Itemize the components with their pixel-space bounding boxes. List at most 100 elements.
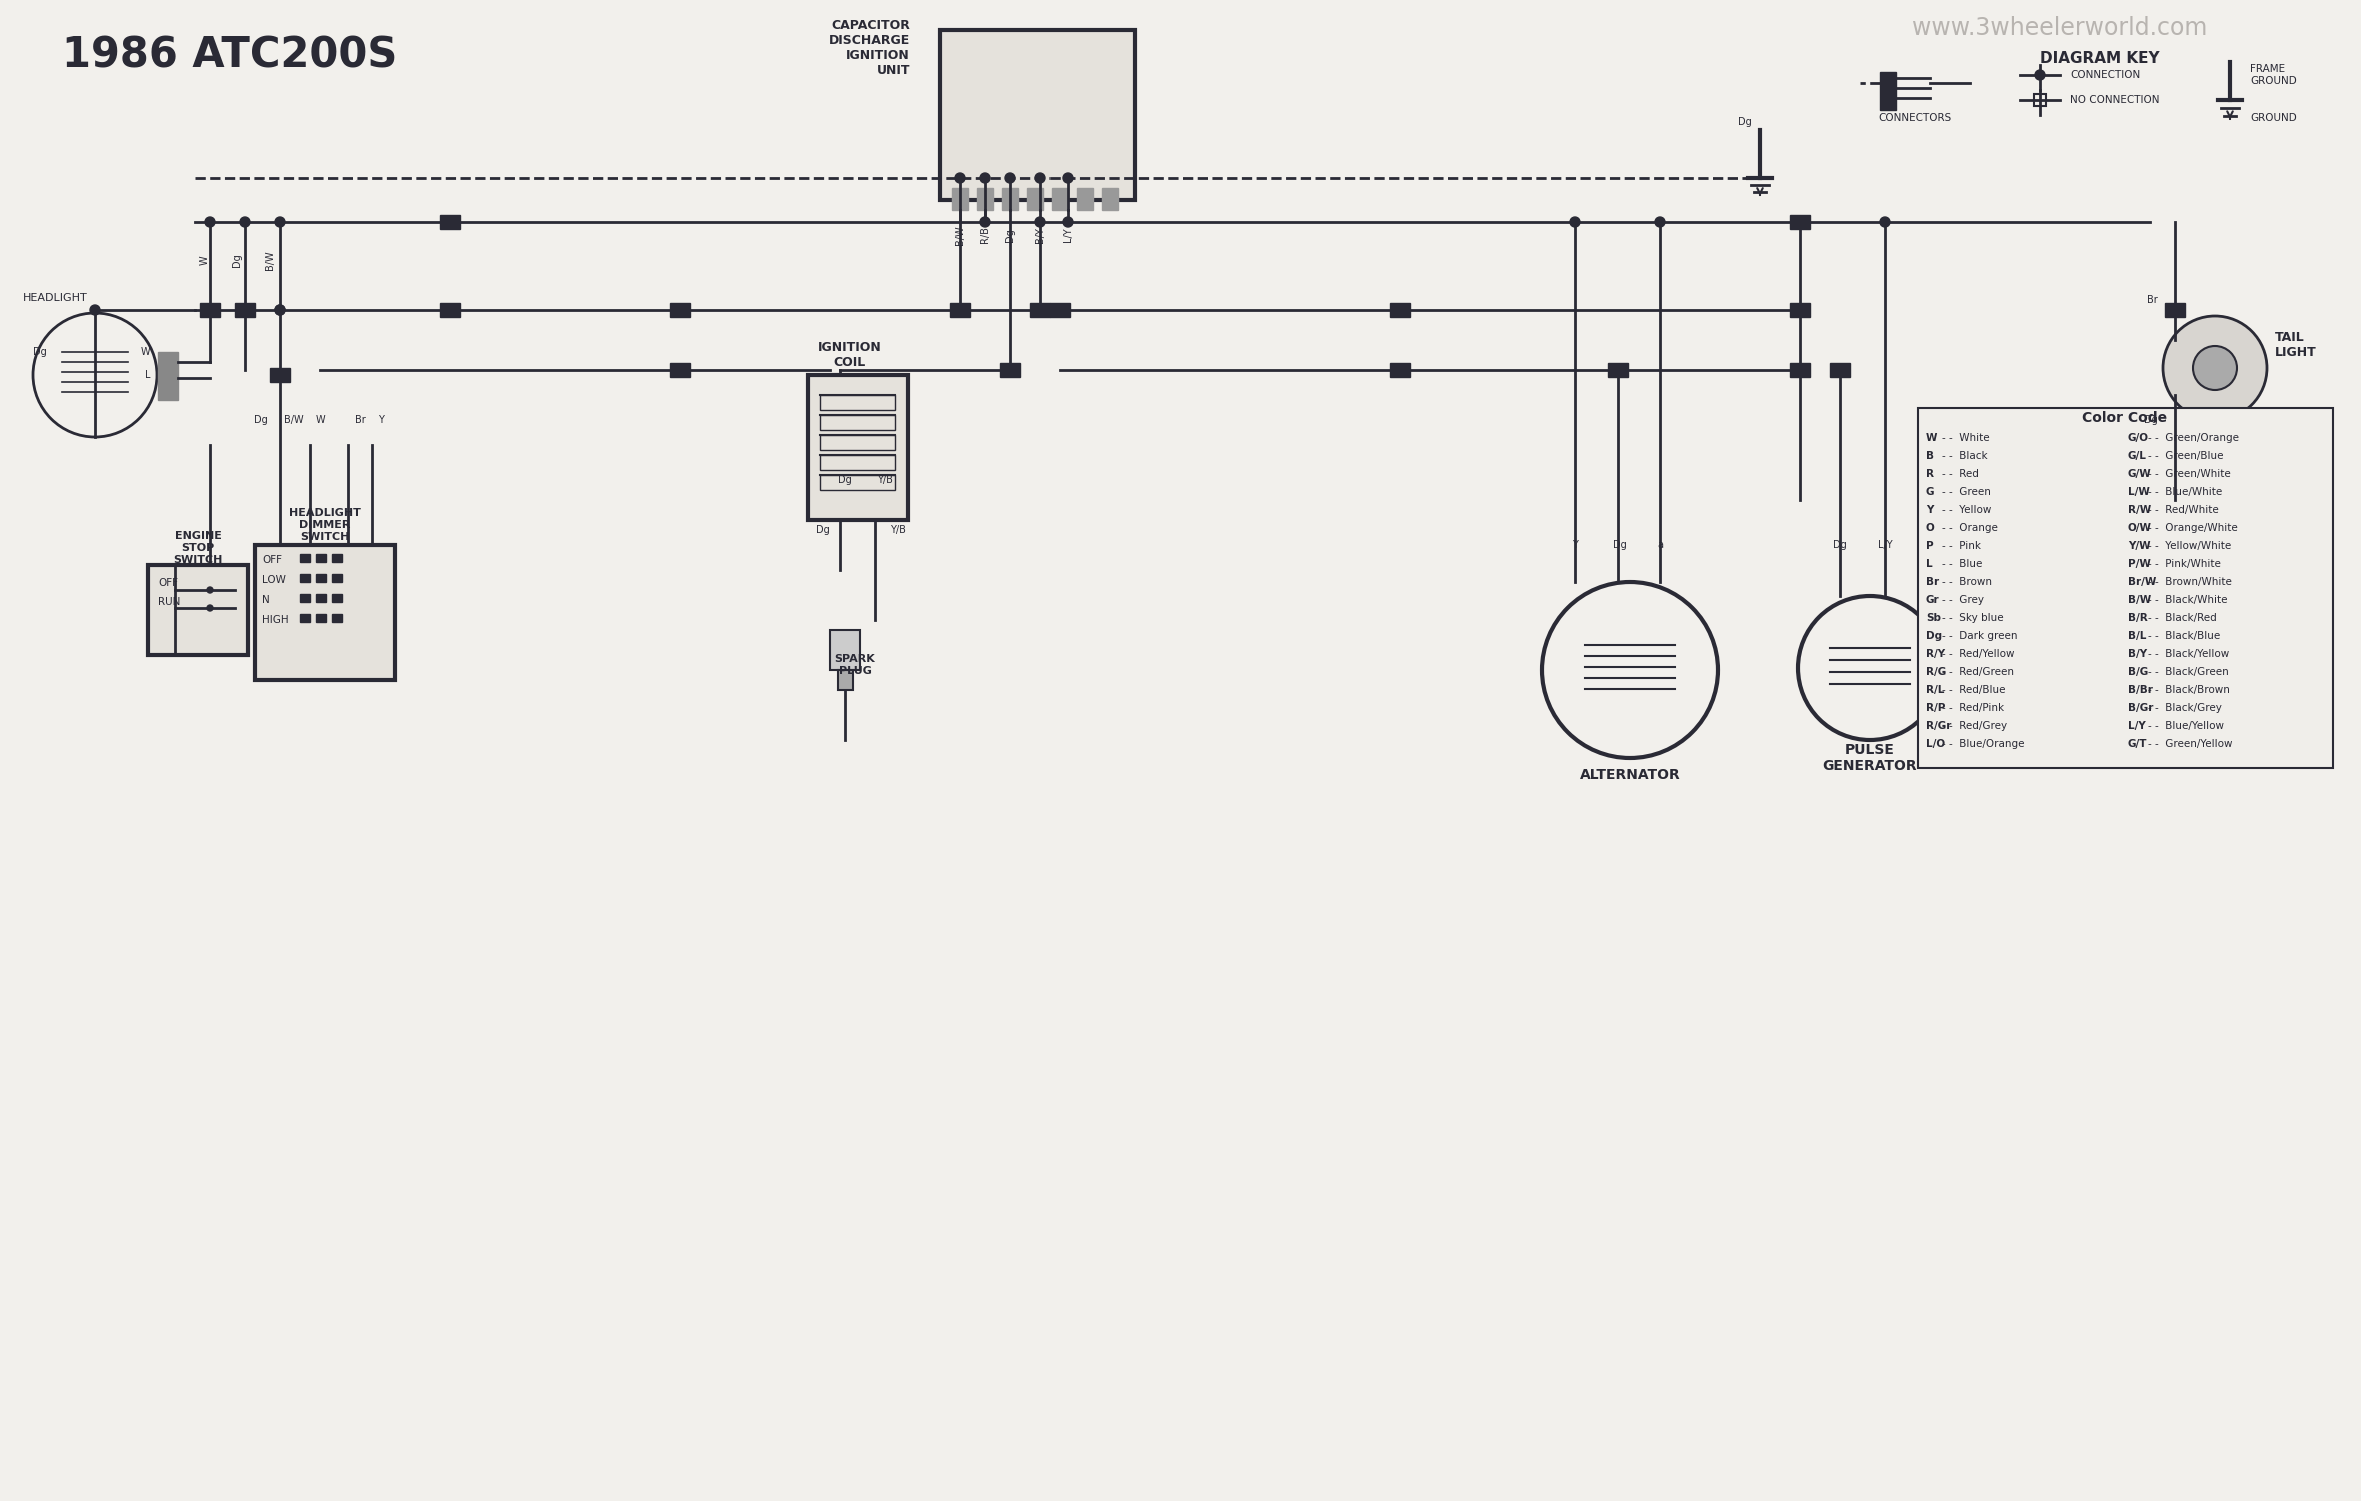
Bar xyxy=(316,573,326,582)
Text: NO CONNECTION: NO CONNECTION xyxy=(2071,95,2160,105)
Bar xyxy=(1917,408,2333,769)
Text: - -  Black/Grey: - - Black/Grey xyxy=(2149,702,2222,713)
Text: Dg: Dg xyxy=(2144,414,2158,425)
Text: Dg: Dg xyxy=(817,525,831,534)
Text: - -  Orange/White: - - Orange/White xyxy=(2149,522,2238,533)
Text: - -  Black: - - Black xyxy=(1943,450,1988,461)
Text: CONNECTION: CONNECTION xyxy=(2071,71,2141,80)
Bar xyxy=(1001,363,1020,377)
Text: - -  Red/White: - - Red/White xyxy=(2149,504,2219,515)
Text: R/Y: R/Y xyxy=(1927,648,1945,659)
Text: R/Gr: R/Gr xyxy=(1927,720,1953,731)
Text: Dg: Dg xyxy=(838,474,852,485)
Bar xyxy=(333,614,342,621)
Text: FRAME
GROUND: FRAME GROUND xyxy=(2250,65,2297,86)
Bar xyxy=(819,414,895,429)
Bar xyxy=(819,395,895,410)
Bar xyxy=(1830,363,1851,377)
Circle shape xyxy=(274,305,286,315)
Bar xyxy=(1391,363,1410,377)
Text: - -  Red/Blue: - - Red/Blue xyxy=(1943,684,2004,695)
Bar xyxy=(1391,303,1410,317)
Text: L/O: L/O xyxy=(1927,738,1945,749)
Text: B/Y: B/Y xyxy=(2127,648,2146,659)
Text: B/L: B/L xyxy=(2127,630,2146,641)
Text: B/Gr: B/Gr xyxy=(2127,702,2153,713)
Text: - -  Green/White: - - Green/White xyxy=(2149,468,2231,479)
Circle shape xyxy=(1879,218,1891,227)
Text: - -  Red/Yellow: - - Red/Yellow xyxy=(1943,648,2014,659)
Bar xyxy=(1790,303,1811,317)
Bar xyxy=(819,435,895,450)
Circle shape xyxy=(274,218,286,227)
Text: Br/W: Br/W xyxy=(2127,576,2156,587)
Text: Y/B: Y/B xyxy=(876,474,892,485)
Text: Dg: Dg xyxy=(255,414,269,425)
Circle shape xyxy=(1006,365,1015,375)
Text: L: L xyxy=(1927,558,1934,569)
Text: ENGINE
STOP
SWITCH: ENGINE STOP SWITCH xyxy=(172,531,222,564)
Text: - -  Blue/Yellow: - - Blue/Yellow xyxy=(2149,720,2224,731)
Text: G/O: G/O xyxy=(2127,432,2149,443)
Circle shape xyxy=(1034,173,1046,183)
Text: - -  Yellow/White: - - Yellow/White xyxy=(2149,540,2231,551)
Text: - -  Brown/White: - - Brown/White xyxy=(2149,576,2231,587)
Bar xyxy=(1027,188,1044,210)
Circle shape xyxy=(205,218,215,227)
Text: Dg: Dg xyxy=(1613,540,1627,549)
Bar xyxy=(1790,215,1811,230)
Text: B/R: B/R xyxy=(2127,612,2149,623)
Text: Br: Br xyxy=(354,414,366,425)
Bar xyxy=(333,554,342,561)
Text: Gr: Gr xyxy=(1927,594,1941,605)
Text: R/B: R/B xyxy=(980,227,989,243)
Text: - -  Black/Green: - - Black/Green xyxy=(2149,666,2229,677)
Text: O: O xyxy=(1927,522,1934,533)
Text: HEADLIGHT
DIMMER
SWITCH: HEADLIGHT DIMMER SWITCH xyxy=(288,509,361,542)
Bar xyxy=(819,474,895,489)
Bar xyxy=(977,188,994,210)
Bar xyxy=(300,594,309,602)
Text: G/W: G/W xyxy=(2127,468,2151,479)
Text: - -  Blue: - - Blue xyxy=(1943,558,1983,569)
Bar xyxy=(949,303,970,317)
Circle shape xyxy=(90,305,99,315)
Text: - -  Blue/Orange: - - Blue/Orange xyxy=(1943,738,2023,749)
Circle shape xyxy=(1655,218,1665,227)
Text: B/W: B/W xyxy=(283,414,305,425)
Bar xyxy=(807,375,909,519)
Text: Y/B: Y/B xyxy=(890,525,907,534)
Text: B: B xyxy=(1927,450,1934,461)
Bar xyxy=(201,303,220,317)
Circle shape xyxy=(980,218,989,227)
Bar xyxy=(1879,72,1896,110)
Text: Br: Br xyxy=(1927,576,1938,587)
Text: P/W: P/W xyxy=(2127,558,2151,569)
Text: W: W xyxy=(1927,432,1938,443)
Bar xyxy=(158,353,177,399)
Text: ALTERNATOR: ALTERNATOR xyxy=(1580,769,1681,782)
Bar xyxy=(316,594,326,602)
Text: L/Y: L/Y xyxy=(2127,720,2146,731)
Circle shape xyxy=(1062,173,1072,183)
Text: - -  Green/Yellow: - - Green/Yellow xyxy=(2149,738,2234,749)
Bar xyxy=(951,188,968,210)
Text: Dg: Dg xyxy=(1832,540,1846,549)
Bar xyxy=(1103,188,1119,210)
Circle shape xyxy=(2163,317,2267,420)
Text: - -  Brown: - - Brown xyxy=(1943,576,1993,587)
Bar xyxy=(300,573,309,582)
Circle shape xyxy=(954,305,966,315)
Text: - -  Green/Orange: - - Green/Orange xyxy=(2149,432,2238,443)
Bar xyxy=(1790,363,1811,377)
Text: CONNECTORS: CONNECTORS xyxy=(1879,113,1953,123)
Bar xyxy=(1029,303,1051,317)
Text: W: W xyxy=(201,255,210,264)
Bar xyxy=(1608,363,1629,377)
Text: - -  Green: - - Green xyxy=(1943,486,1990,497)
Circle shape xyxy=(1006,173,1015,183)
Circle shape xyxy=(1034,218,1046,227)
Bar xyxy=(255,545,394,680)
Text: 1986 ATC200S: 1986 ATC200S xyxy=(61,35,397,77)
Text: Y: Y xyxy=(1572,540,1577,549)
